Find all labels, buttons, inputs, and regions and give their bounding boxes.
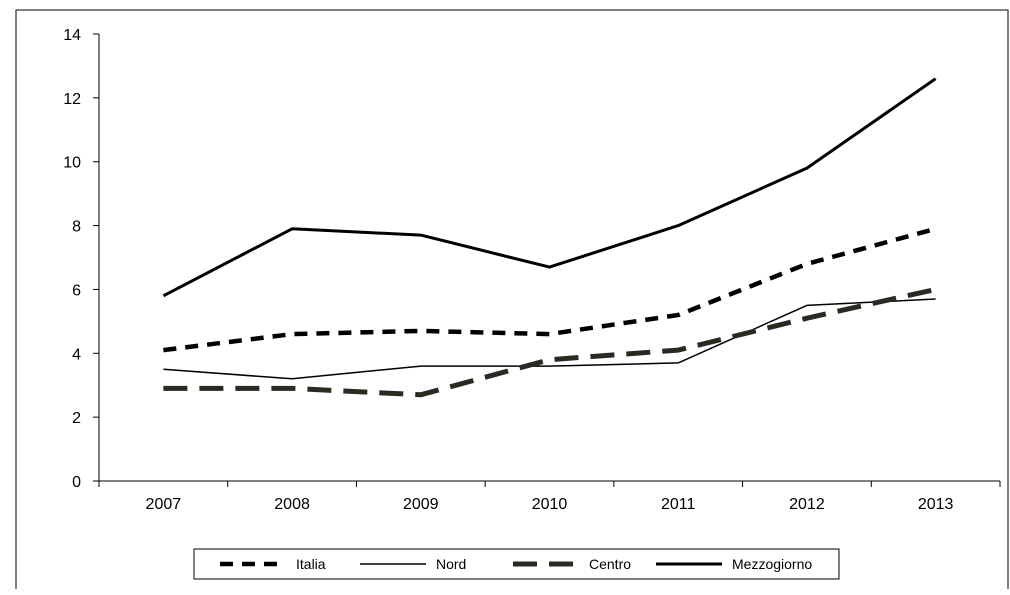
legend-label-italia: Italia (296, 556, 326, 572)
x-tick-label: 2007 (146, 496, 182, 513)
x-tick-label: 2011 (661, 496, 696, 513)
series-line-italia (163, 226, 937, 353)
y-tick-label: 10 (63, 155, 81, 172)
legend-label-nord: Nord (436, 556, 466, 572)
legend-label-centro: Centro (589, 556, 631, 572)
x-tick-label: 2008 (274, 496, 310, 513)
y-tick-label: 6 (72, 282, 81, 299)
x-tick-label: 2009 (403, 496, 439, 513)
series-line-nord (163, 298, 936, 380)
legend-label-mezzogiorno: Mezzogiorno (732, 556, 812, 572)
chart-area-border (15, 9, 1009, 589)
y-tick-label: 0 (72, 474, 81, 491)
x-tick-label: 2010 (532, 496, 568, 513)
x-tick-label: 2012 (789, 496, 825, 513)
x-tick-label: 2013 (918, 496, 954, 513)
y-tick-label: 4 (72, 346, 81, 363)
y-tick-label: 8 (72, 219, 81, 236)
y-tick-label: 14 (63, 27, 81, 44)
y-tick-label: 2 (72, 410, 81, 427)
series-line-mezzogiorno (162, 77, 937, 298)
series-line-centro (163, 286, 937, 398)
y-tick-label: 12 (63, 91, 81, 108)
